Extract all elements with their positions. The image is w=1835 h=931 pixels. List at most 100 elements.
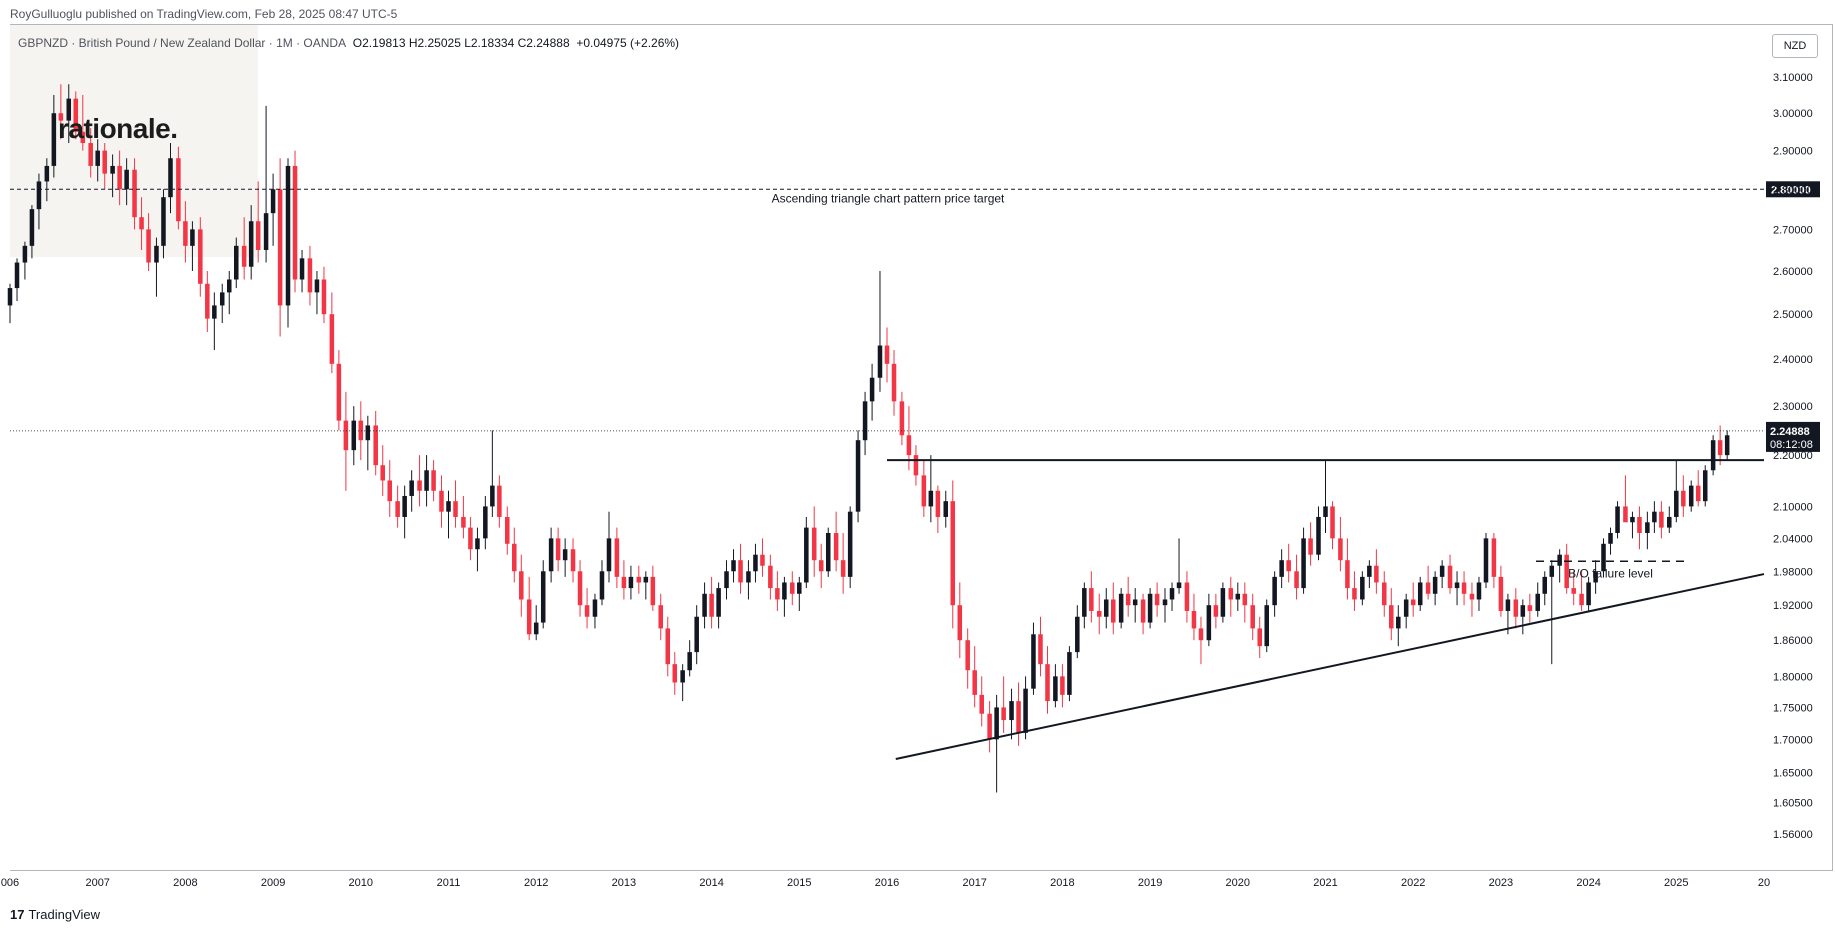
y-tick-label: 2.20000 [1773,450,1813,462]
candle-body [1009,701,1014,721]
candle-body [1096,610,1102,617]
candle-body [263,213,269,250]
x-tick-label: 2017 [962,877,986,889]
candle-body [562,549,568,561]
x-tick-label: 2022 [1401,877,1425,889]
candle-body [1089,588,1094,611]
symbol-name[interactable]: GBPNZD · British Pound / New Zealand Dol… [18,36,347,50]
candle-body [336,363,342,421]
candle-body [446,501,451,512]
candle-body [680,670,685,683]
candle-body [519,571,524,600]
candle-body [584,605,590,617]
candle-body [1053,676,1058,702]
candle-body [687,652,692,671]
candle-body [1213,605,1219,617]
candle-body [1717,440,1723,456]
y-tick-label: 2.60000 [1773,266,1813,278]
candle-body [1103,599,1109,617]
candle-body [716,588,721,617]
candle-body [1308,538,1313,555]
candle-body [1608,532,1613,544]
candle-body [1125,593,1131,606]
tradingview-logo[interactable]: 17 TradingView [10,907,100,922]
candle-body [746,571,751,583]
candle-body [73,98,79,132]
candle-body [650,576,656,606]
candle-body [88,143,93,166]
candle-body [1060,676,1065,695]
target-annotation-text: Ascending triangle chart pattern price t… [772,191,1005,205]
candle-body [738,560,743,583]
candle-body [658,605,663,629]
candle-body [847,511,853,577]
candle-body [1140,599,1146,623]
candle-body [1417,582,1423,606]
symbol-info: GBPNZD · British Pound / New Zealand Dol… [18,36,679,50]
candle-body [270,189,276,214]
current-price-tag [1766,421,1820,452]
candle-body [255,221,261,250]
candle-body [599,571,605,600]
candle-body [818,560,824,572]
x-axis: 006 2007 2008 2009 2010 2011 2012 2013 2014 2015 2… [1,877,1770,889]
candle-body [1132,599,1138,606]
candle-body [1031,634,1036,689]
candle-body [1235,593,1241,600]
candle-body [212,305,217,319]
candle-body [1338,538,1343,561]
candle-body [775,588,780,600]
candle-body [117,165,122,190]
candle-body [570,549,576,572]
candle-body [1710,440,1716,471]
candle-body [913,455,919,476]
y-tick-label: 1.98000 [1773,566,1813,578]
candle-body [431,470,436,491]
candle-body [702,593,707,617]
candle-body [1688,485,1694,507]
plot-area[interactable] [10,25,1764,870]
y-tick-label: 2.40000 [1773,354,1813,366]
candle-body [548,538,554,572]
candle-body [782,582,787,600]
y-tick-label: 2.70000 [1773,224,1813,236]
candle-body [29,209,35,246]
candle-body [299,258,305,280]
candle-body [1067,652,1072,695]
y-tick-label: 2.80000 [1773,184,1813,196]
candle-body [1403,599,1409,617]
candle-body [380,465,385,481]
candle-body [102,150,107,174]
bo-failure-text: B/O failure level [1568,566,1653,580]
candle-body [343,420,349,451]
y-tick-label: 3.10000 [1773,72,1813,84]
candle-body [490,485,495,507]
candle-body [943,501,949,517]
candle-body [1425,582,1431,594]
candle-body [811,527,817,561]
candle-body [1527,605,1533,611]
candle-body [555,538,561,561]
candle-body [1118,593,1124,623]
candle-body [351,420,357,451]
annotations-layer: 2.80000 Ascending triangle chart pattern … [10,181,1820,760]
candle-body [124,169,129,190]
candle-body [417,480,422,491]
trend-line [895,573,1765,760]
candle-body [1439,565,1445,577]
candle-body [1162,599,1168,606]
currency-badge[interactable]: NZD [1772,34,1818,58]
candle-body [1724,435,1730,456]
x-tick-label: 2012 [524,877,548,889]
y-tick-label: 2.50000 [1773,309,1813,321]
x-tick-label: 2025 [1664,877,1688,889]
y-tick-label: 2.10000 [1773,501,1813,513]
candle-body [840,560,846,577]
candle-body [139,217,144,230]
candle-body [1001,707,1006,721]
candle-body [504,516,510,544]
candle-body [1045,664,1050,702]
candle-body [497,485,502,517]
candle-body [855,440,861,512]
